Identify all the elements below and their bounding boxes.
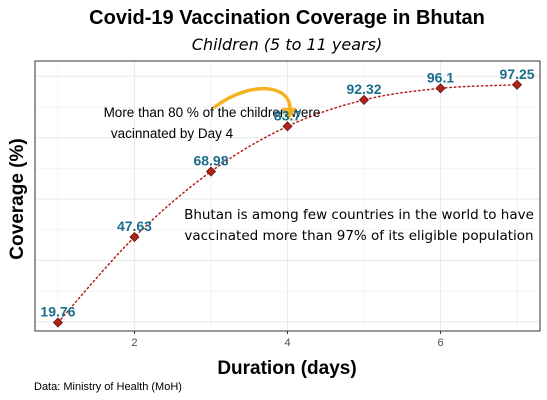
x-axis-ticks: 2 4 6 (131, 331, 444, 349)
annotation-day4-line1: More than 80 % of the children were (104, 105, 321, 120)
data-point-marker (511, 79, 523, 90)
data-point-marker (282, 121, 293, 132)
data-source-caption: Data: Ministry of Health (MoH) (34, 381, 182, 393)
arrow-curve (213, 86, 292, 119)
data-label: 83.7 (274, 107, 301, 123)
x-tick-label: 2 (131, 337, 137, 349)
y-axis-title: Coverage (%) (7, 138, 28, 259)
data-label: 96.1 (427, 69, 454, 85)
data-label: 47.63 (117, 218, 152, 234)
annotation-day4-line2: vacinnated by Day 4 (111, 126, 234, 141)
annotation-layer: More than 80 % of the children were vaci… (104, 105, 534, 244)
annotation-bhutan-line2: vaccinated more than 97% of its eligible… (184, 228, 533, 244)
data-label-layer: 19.76 47.63 68.98 83.7 92.32 96.1 97.25 (40, 66, 534, 320)
annotation-arrow (213, 86, 297, 121)
data-label: 19.76 (40, 304, 75, 320)
data-label: 97.25 (500, 66, 535, 82)
arrow-head (281, 107, 297, 121)
series-layer (52, 79, 523, 328)
data-point-marker (435, 83, 446, 94)
x-tick-label: 6 (437, 337, 443, 349)
data-point-marker (205, 166, 217, 177)
chart-subtitle: Children (5 to 11 years) (192, 35, 382, 54)
data-point-marker (129, 231, 140, 243)
data-point-marker (358, 94, 370, 105)
grid-lines (35, 61, 540, 331)
data-point-marker (52, 317, 64, 328)
data-label: 92.32 (346, 81, 381, 97)
x-tick-label: 4 (284, 337, 290, 349)
x-axis-title: Duration (days) (217, 358, 356, 379)
annotation-bhutan-line1: Bhutan is among few countries in the wor… (184, 207, 534, 223)
chart-title: Covid-19 Vaccination Coverage in Bhutan (89, 7, 485, 29)
data-label: 68.98 (193, 153, 228, 169)
